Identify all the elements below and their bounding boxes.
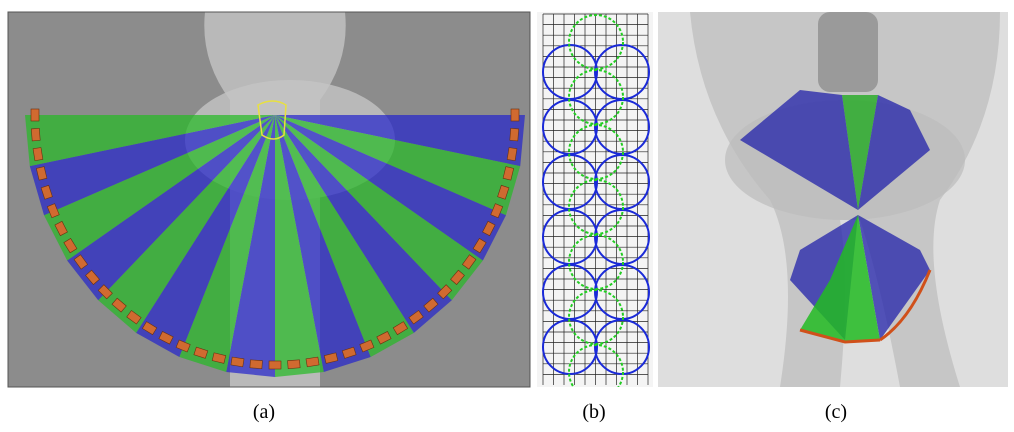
sensor-element: [511, 109, 519, 121]
sensor-element: [231, 357, 244, 367]
sensor-element: [507, 148, 517, 161]
sensor-element: [510, 128, 519, 141]
sensor-element: [269, 361, 281, 369]
sensor-element: [31, 128, 40, 141]
sensor-element: [250, 360, 263, 369]
sensor-element: [33, 148, 43, 161]
panel-c-image: [658, 12, 1008, 387]
sensor-element: [288, 360, 301, 369]
caption: (a): [253, 401, 275, 423]
sensor-element: [306, 357, 319, 367]
figure: (a) (b) (c): [0, 0, 1014, 432]
caption: (c): [825, 401, 847, 423]
panel-b-image: [537, 12, 653, 399]
sensor-element: [31, 109, 39, 121]
panel-a-image: [8, 12, 530, 387]
caption: (b): [582, 401, 605, 423]
